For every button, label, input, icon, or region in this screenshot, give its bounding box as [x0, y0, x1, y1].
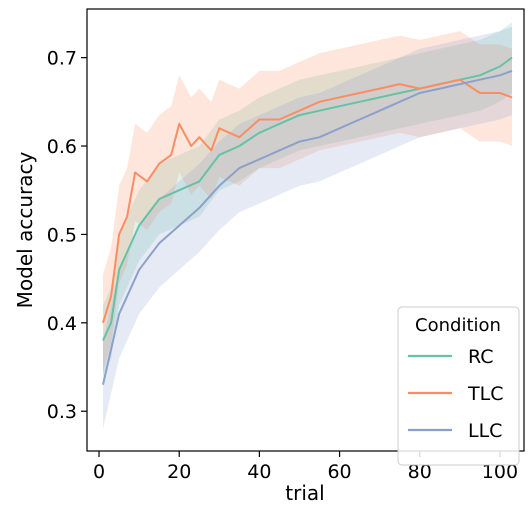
x-tick-label: 20	[167, 461, 191, 483]
x-tick-label: 0	[93, 461, 105, 483]
y-axis-label: Model accuracy	[13, 152, 37, 309]
legend-box	[397, 306, 520, 466]
x-tick-label: 60	[327, 461, 351, 483]
legend: Condition RC TLC LLC	[397, 306, 520, 466]
legend-label-rc: RC	[468, 346, 494, 368]
y-tick-label: 0.7	[47, 48, 77, 70]
x-axis-label: trial	[285, 481, 324, 505]
x-tick-label: 80	[408, 461, 432, 483]
legend-label-llc: LLC	[468, 420, 502, 442]
x-tick-label: 100	[482, 461, 518, 483]
series-band-llc	[103, 26, 512, 429]
plot-frame	[86, 8, 525, 452]
legend-title: Condition	[415, 315, 501, 336]
legend-label-tlc: TLC	[467, 383, 503, 405]
y-tick-label: 0.6	[47, 136, 77, 158]
y-tick-label: 0.4	[47, 313, 77, 335]
series-lines	[102, 56, 513, 385]
series-band-tlc	[103, 31, 512, 372]
y-axis-ticks: 0.3 0.4 0.5 0.6 0.7	[47, 48, 87, 423]
x-axis-ticks: 0 20 40 60 80 100	[93, 451, 518, 483]
series-line-llc	[102, 69, 513, 385]
y-tick-label: 0.3	[47, 401, 77, 423]
confidence-bands	[103, 22, 512, 429]
series-band-rc	[103, 22, 512, 376]
y-tick-label: 0.5	[47, 224, 77, 246]
x-tick-label: 40	[247, 461, 271, 483]
series-line-tlc	[102, 78, 513, 324]
